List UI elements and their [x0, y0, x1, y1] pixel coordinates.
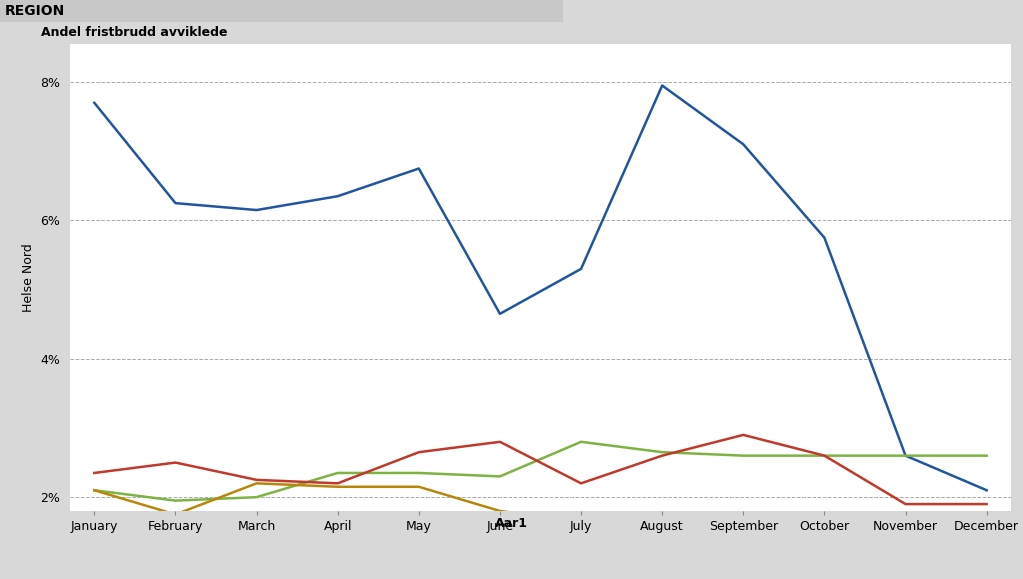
2017: [656, 452, 668, 459]
Text: Andel fristbrudd avviklede: Andel fristbrudd avviklede: [41, 27, 227, 39]
2018: [170, 511, 182, 518]
2016: [88, 487, 100, 494]
2017: [412, 449, 425, 456]
2017: [899, 501, 911, 508]
2015: [251, 207, 263, 214]
2016: [494, 473, 506, 480]
2015: [980, 487, 992, 494]
2016: [412, 470, 425, 477]
2015: [899, 452, 911, 459]
2017: [738, 431, 750, 438]
2015: [575, 265, 587, 272]
2017: [818, 452, 831, 459]
2016: [251, 494, 263, 501]
2016: [818, 452, 831, 459]
2017: [88, 470, 100, 477]
2016: [331, 470, 344, 477]
2018: [494, 508, 506, 515]
2015: [331, 193, 344, 200]
Line: 2017: 2017: [94, 435, 986, 504]
Text: REGION: REGION: [5, 4, 65, 18]
Line: 2015: 2015: [94, 86, 986, 490]
2017: [575, 480, 587, 487]
2018: [251, 480, 263, 487]
Line: 2016: 2016: [94, 442, 986, 501]
2016: [899, 452, 911, 459]
2018: [331, 483, 344, 490]
Text: Aar1: Aar1: [495, 517, 528, 530]
2016: [980, 452, 992, 459]
2017: [980, 501, 992, 508]
2015: [656, 82, 668, 89]
2015: [412, 165, 425, 172]
2017: [251, 477, 263, 483]
Line: 2018: 2018: [94, 483, 581, 521]
2017: [494, 438, 506, 445]
2015: [738, 141, 750, 148]
2016: [656, 449, 668, 456]
2016: [738, 452, 750, 459]
Y-axis label: Helse Nord: Helse Nord: [21, 243, 35, 312]
2015: [170, 200, 182, 207]
2018: [88, 487, 100, 494]
2015: [494, 310, 506, 317]
2018: [575, 518, 587, 525]
2017: [331, 480, 344, 487]
2018: [412, 483, 425, 490]
2016: [170, 497, 182, 504]
2015: [88, 100, 100, 107]
2015: [818, 234, 831, 241]
2016: [575, 438, 587, 445]
2017: [170, 459, 182, 466]
